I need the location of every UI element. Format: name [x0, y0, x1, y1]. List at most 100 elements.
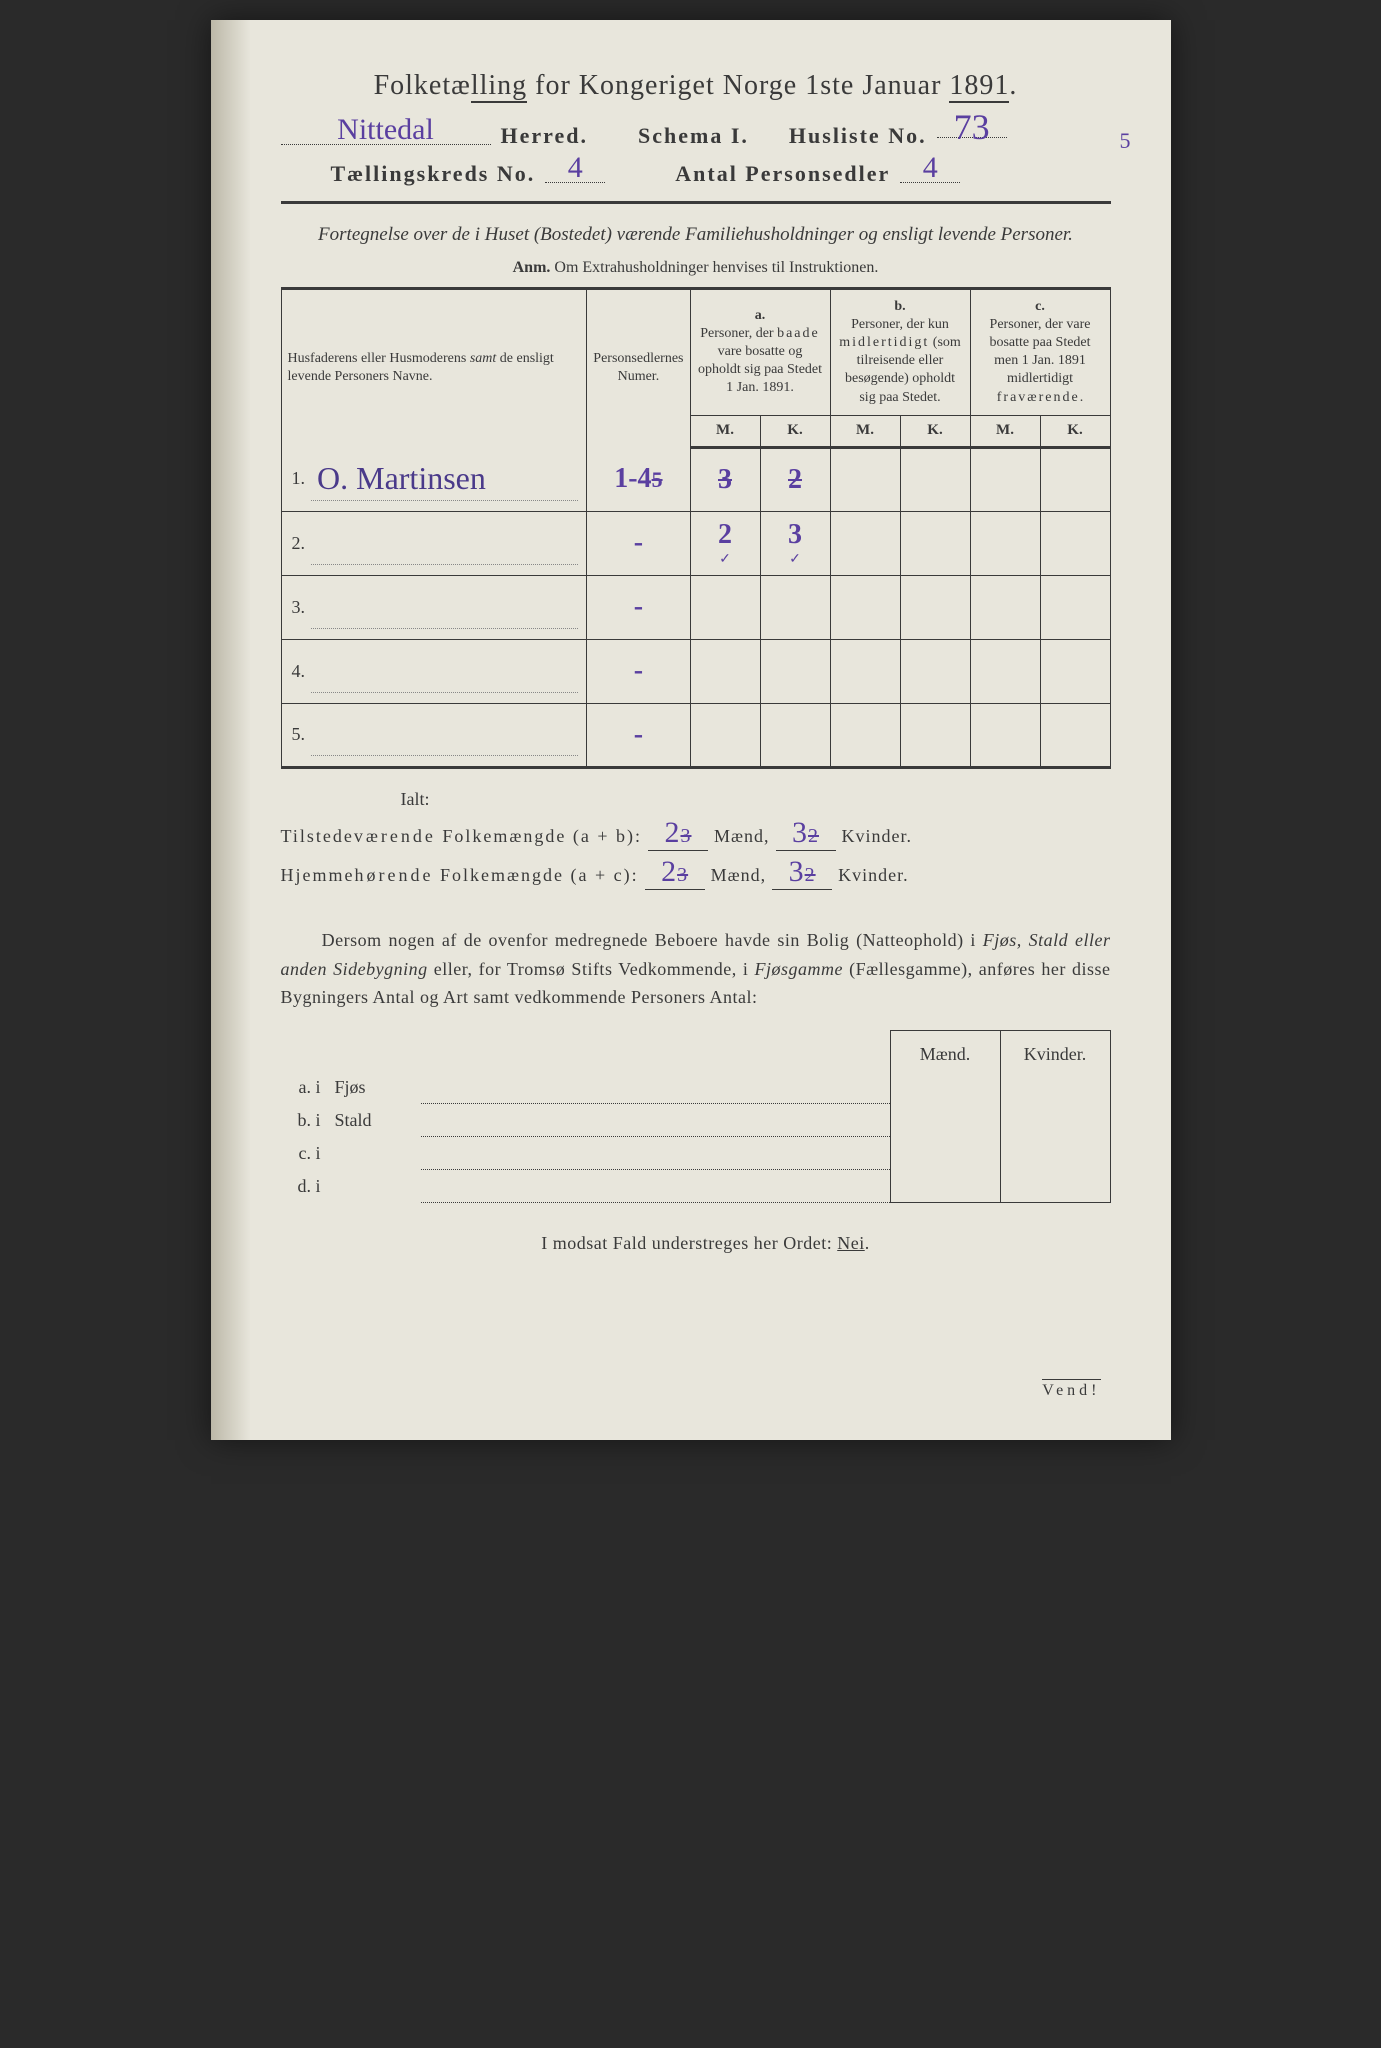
b-k-cell: [900, 703, 970, 767]
table-row: 1.O. Martinsen1-4532: [281, 447, 1110, 511]
c-k-cell: [1040, 575, 1110, 639]
col-c-k: K.: [1040, 415, 1110, 447]
col-name-header: Husfaderens eller Husmoderens samt de en…: [281, 288, 587, 447]
ialt-label: Ialt:: [401, 789, 1111, 810]
table-row: 4.-: [281, 639, 1110, 703]
numer-cell: -: [587, 511, 690, 575]
side-annotation: 5: [1120, 128, 1131, 154]
small-dots: [421, 1104, 891, 1137]
title-text: Folketælling for Kongeriget Norge 1ste J…: [374, 70, 1018, 103]
b-m-cell: [830, 703, 900, 767]
small-word: [331, 1137, 421, 1170]
small-label: d. i: [281, 1170, 331, 1203]
small-dots: [421, 1071, 891, 1104]
c-k-cell: [1040, 703, 1110, 767]
herred-field: Nittedal: [281, 117, 491, 145]
col-numer-header: Personsedlernes Numer.: [587, 288, 690, 447]
page-title: Folketælling for Kongeriget Norge 1ste J…: [281, 70, 1111, 102]
c-m-cell: [970, 447, 1040, 511]
name-cell: [311, 639, 587, 703]
a-k-cell: 3✓: [760, 511, 830, 575]
c-m-cell: [970, 639, 1040, 703]
small-label: b. i: [281, 1104, 331, 1137]
kvinder-label: Kvinder.: [842, 826, 913, 847]
a-k-cell: [760, 639, 830, 703]
anm-text: Om Extrahusholdninger henvises til Instr…: [554, 259, 878, 276]
col-b-m: M.: [830, 415, 900, 447]
c-k-cell: [1040, 639, 1110, 703]
table-row: 5. -: [281, 703, 1110, 767]
b-m-cell: [830, 575, 900, 639]
small-row: c. i: [281, 1137, 1111, 1170]
b-m-cell: [830, 639, 900, 703]
hjemme-label: Hjemmehørende Folkemængde (a + c):: [281, 865, 639, 886]
tilstede-m-field: 23: [648, 816, 708, 851]
col-c-m: M.: [970, 415, 1040, 447]
small-m-cell: [890, 1170, 1000, 1203]
small-label: a. i: [281, 1071, 331, 1104]
a-m-cell: [690, 703, 760, 767]
a-m-cell: 3: [690, 447, 760, 511]
footer-line: I modsat Fald understreges her Ordet: Ne…: [281, 1233, 1111, 1254]
small-k-cell: [1000, 1104, 1110, 1137]
small-k-cell: [1000, 1071, 1110, 1104]
table-row: 2. -2✓3✓: [281, 511, 1110, 575]
c-k-cell: [1040, 447, 1110, 511]
tilstede-label: Tilstedeværende Folkemængde (a + b):: [281, 826, 642, 847]
small-dots: [421, 1170, 891, 1203]
a-m-cell: [690, 575, 760, 639]
numer-cell: 1-45: [587, 447, 690, 511]
b-k-cell: [900, 511, 970, 575]
row-number: 4.: [281, 639, 311, 703]
small-kvinder-header: Kvinder.: [1000, 1031, 1110, 1071]
numer-cell: -: [587, 703, 690, 767]
small-m-cell: [890, 1071, 1000, 1104]
kreds-value: 4: [568, 151, 583, 185]
schema-label: Schema I.: [638, 123, 749, 149]
kvinder-label-2: Kvinder.: [838, 865, 909, 886]
col-a-m: M.: [690, 415, 760, 447]
b-m-cell: [830, 511, 900, 575]
herred-value: Nittedal: [337, 113, 434, 147]
small-table: Mænd. Kvinder. a. iFjøsb. iStaldc. id. i: [281, 1030, 1111, 1203]
col-b-header: b. Personer, der kun midlertidigt (som t…: [830, 288, 970, 415]
name-cell: [311, 511, 587, 575]
maend-label-2: Mænd,: [711, 865, 767, 886]
small-k-cell: [1000, 1170, 1110, 1203]
c-m-cell: [970, 703, 1040, 767]
small-m-cell: [890, 1104, 1000, 1137]
header-row-3: Tællingskreds No. 4 Antal Personsedler 4: [281, 155, 1111, 187]
a-m-cell: 2✓: [690, 511, 760, 575]
numer-cell: -: [587, 575, 690, 639]
anm-label: Anm.: [513, 259, 551, 276]
row-number: 5.: [281, 703, 311, 767]
name-cell: [311, 575, 587, 639]
header-row-2: Nittedal Herred. Schema I. Husliste No. …: [281, 110, 1111, 149]
husliste-label: Husliste No.: [789, 123, 927, 149]
b-m-cell: [830, 447, 900, 511]
col-a-k: K.: [760, 415, 830, 447]
col-a-header: a. Personer, der baade vare bosatte og o…: [690, 288, 830, 415]
row-number: 3.: [281, 575, 311, 639]
herred-label: Herred.: [501, 123, 589, 149]
row-number: 2.: [281, 511, 311, 575]
small-row: d. i: [281, 1170, 1111, 1203]
small-m-cell: [890, 1137, 1000, 1170]
small-row: a. iFjøs: [281, 1071, 1111, 1104]
small-row: b. iStald: [281, 1104, 1111, 1137]
a-k-cell: 2: [760, 447, 830, 511]
divider: [281, 201, 1111, 204]
b-k-cell: [900, 639, 970, 703]
small-maend-header: Mænd.: [890, 1031, 1000, 1071]
subtitle: Fortegnelse over de i Huset (Bostedet) v…: [281, 222, 1111, 249]
personsedler-label: Antal Personsedler: [675, 161, 890, 187]
small-dots: [421, 1137, 891, 1170]
vend-label: Vend!: [1042, 1379, 1100, 1400]
c-m-cell: [970, 575, 1040, 639]
sum-hjemme: Hjemmehørende Folkemængde (a + c): 23 Mæ…: [281, 855, 1111, 890]
small-label: c. i: [281, 1137, 331, 1170]
table-row: 3. -: [281, 575, 1110, 639]
small-word: [331, 1170, 421, 1203]
a-k-cell: [760, 703, 830, 767]
b-k-cell: [900, 447, 970, 511]
